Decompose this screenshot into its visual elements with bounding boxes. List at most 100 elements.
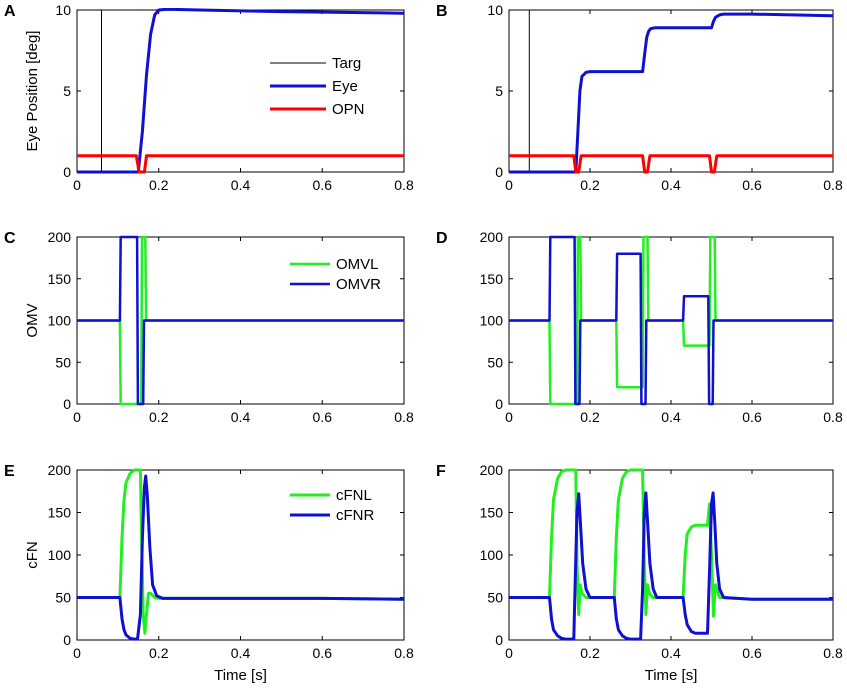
- panel-label: B: [436, 3, 448, 20]
- legend-label-eye: Eye: [332, 78, 358, 95]
- x-tick-label: 0.6: [742, 645, 762, 661]
- x-tick-label: 0: [73, 645, 81, 661]
- panel-b: 0 0.2 0.4 0.6 0.8 0 5 10 B: [436, 2, 843, 193]
- series-group: [77, 468, 404, 641]
- x-axis-label: Time [s]: [645, 667, 698, 684]
- series-group: [77, 235, 404, 406]
- series-line-opn: [77, 154, 404, 174]
- series-line-omvl: [509, 235, 833, 406]
- y-axis-label: cFN: [24, 541, 41, 569]
- series-line-cfnl: [77, 468, 404, 635]
- y-tick-label: 100: [48, 547, 72, 563]
- y-tick-label: 0: [495, 164, 503, 180]
- x-tick-label: 0: [505, 409, 513, 425]
- y-tick-label: 10: [55, 2, 71, 18]
- x-tick-label: 0.2: [580, 409, 600, 425]
- y-tick-label: 0: [63, 632, 71, 648]
- legend-label-cfnr: cFNR: [336, 507, 374, 524]
- series-group: [509, 468, 833, 641]
- y-tick-label: 0: [63, 164, 71, 180]
- y-axis-label: Eye Position [deg]: [24, 31, 41, 152]
- legend-label-cfnl: cFNL: [336, 487, 372, 504]
- series-line-cfnr: [77, 474, 404, 641]
- y-tick-label: 100: [48, 313, 72, 329]
- series-group: [77, 8, 404, 174]
- series-group: [509, 235, 833, 406]
- y-tick-label: 200: [480, 462, 504, 478]
- panel-label: D: [436, 230, 448, 247]
- legend-label-opn: OPN: [332, 101, 365, 118]
- x-tick-label: 0.4: [661, 645, 681, 661]
- panel-f: 0 0.2 0.4 0.6 0.8 0 50 100 150 200 F Time [s]: [436, 462, 843, 684]
- y-tick-label: 100: [480, 547, 504, 563]
- y-tick-label: 150: [480, 271, 504, 287]
- x-tick-label: 0.4: [661, 409, 681, 425]
- legend: cFNL cFNR: [290, 487, 374, 524]
- panel-d: 0 0.2 0.4 0.6 0.8 0 50 100 150 200 D: [436, 229, 843, 425]
- x-tick-label: 0.2: [580, 645, 600, 661]
- series-line-omvr: [509, 235, 833, 406]
- x-tick-label: 0.2: [149, 177, 169, 193]
- y-tick-label: 50: [55, 354, 71, 370]
- y-tick-label: 5: [495, 83, 503, 99]
- series-line-eye: [77, 8, 404, 174]
- y-tick-label: 50: [55, 590, 71, 606]
- y-tick-label: 100: [480, 313, 504, 329]
- x-tick-label: 0: [73, 409, 81, 425]
- panel-label: A: [4, 3, 16, 20]
- y-axis-label: OMV: [24, 303, 41, 337]
- y-tick-label: 150: [48, 505, 72, 521]
- x-tick-label: 0.6: [313, 409, 333, 425]
- y-tick-label: 0: [495, 632, 503, 648]
- x-tick-label: 0.2: [149, 409, 169, 425]
- x-tick-label: 0.8: [394, 645, 414, 661]
- x-tick-label: 0.6: [742, 409, 762, 425]
- x-tick-label: 0.8: [394, 409, 414, 425]
- panel-label: E: [4, 463, 15, 480]
- legend: Targ Eye OPN: [270, 55, 365, 118]
- series-line-omvl: [77, 235, 404, 406]
- x-tick-label: 0.4: [661, 177, 681, 193]
- x-tick-label: 0: [73, 177, 81, 193]
- y-tick-label: 10: [487, 2, 503, 18]
- series-line-opn: [509, 154, 833, 174]
- x-tick-label: 0: [505, 177, 513, 193]
- panel-c: 0 0.2 0.4 0.6 0.8 0 50 100 150 200 C OMV OMVL OMVR: [4, 229, 414, 425]
- x-tick-label: 0.8: [823, 409, 843, 425]
- panel-label: F: [436, 463, 446, 480]
- x-tick-label: 0: [505, 645, 513, 661]
- x-tick-label: 0.8: [823, 177, 843, 193]
- axes-box: [508, 9, 834, 173]
- x-tick-label: 0.4: [231, 645, 251, 661]
- legend: OMVL OMVR: [290, 256, 381, 293]
- x-tick-label: 0.4: [231, 409, 251, 425]
- x-tick-label: 0.4: [231, 177, 251, 193]
- x-tick-label: 0.2: [149, 645, 169, 661]
- x-tick-label: 0.6: [313, 645, 333, 661]
- series-line-cfnr: [509, 491, 833, 641]
- series-group: [509, 9, 833, 174]
- y-tick-label: 200: [48, 229, 72, 245]
- x-tick-label: 0.6: [313, 177, 333, 193]
- y-tick-label: 200: [48, 462, 72, 478]
- legend-label-targ: Targ: [332, 55, 361, 72]
- panel-label: C: [4, 230, 16, 247]
- y-tick-label: 150: [480, 505, 504, 521]
- series-line-eye: [509, 12, 833, 174]
- x-tick-label: 0.8: [823, 645, 843, 661]
- panel-a: 0 0.2 0.4 0.6 0.8 0 5 10 A Eye Position [deg] Targ…: [4, 2, 414, 193]
- x-tick-label: 0.8: [394, 177, 414, 193]
- x-tick-label: 0.2: [580, 177, 600, 193]
- y-tick-label: 150: [48, 271, 72, 287]
- legend-label-omvr: OMVR: [336, 276, 381, 293]
- y-tick-label: 200: [480, 229, 504, 245]
- x-tick-label: 0.6: [742, 177, 762, 193]
- legend-label-omvl: OMVL: [336, 256, 379, 273]
- y-tick-label: 0: [495, 396, 503, 412]
- y-tick-label: 50: [487, 590, 503, 606]
- y-tick-label: 50: [487, 354, 503, 370]
- axes-box: [508, 469, 834, 641]
- x-axis-label: Time [s]: [214, 667, 267, 684]
